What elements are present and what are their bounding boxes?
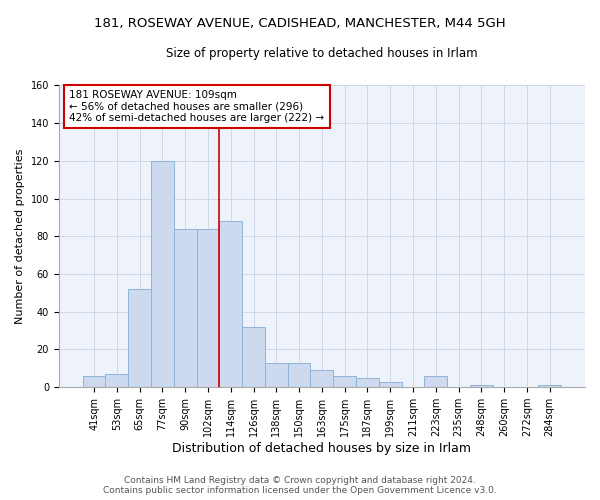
Y-axis label: Number of detached properties: Number of detached properties	[15, 148, 25, 324]
Title: Size of property relative to detached houses in Irlam: Size of property relative to detached ho…	[166, 48, 478, 60]
Bar	[220, 221, 242, 387]
Bar	[424, 376, 447, 387]
Bar	[83, 376, 106, 387]
Bar	[356, 378, 379, 387]
Bar	[174, 228, 197, 387]
Text: 181 ROSEWAY AVENUE: 109sqm
← 56% of detached houses are smaller (296)
42% of sem: 181 ROSEWAY AVENUE: 109sqm ← 56% of deta…	[70, 90, 325, 123]
Bar	[288, 362, 310, 387]
Bar	[265, 362, 288, 387]
Bar	[128, 289, 151, 387]
Bar	[197, 228, 220, 387]
Bar	[538, 386, 561, 387]
Text: 181, ROSEWAY AVENUE, CADISHEAD, MANCHESTER, M44 5GH: 181, ROSEWAY AVENUE, CADISHEAD, MANCHEST…	[94, 18, 506, 30]
Bar	[310, 370, 333, 387]
Bar	[333, 376, 356, 387]
Bar	[106, 374, 128, 387]
Bar	[379, 382, 401, 387]
Bar	[470, 386, 493, 387]
Bar	[242, 327, 265, 387]
Bar	[151, 161, 174, 387]
X-axis label: Distribution of detached houses by size in Irlam: Distribution of detached houses by size …	[172, 442, 472, 455]
Text: Contains HM Land Registry data © Crown copyright and database right 2024.
Contai: Contains HM Land Registry data © Crown c…	[103, 476, 497, 495]
